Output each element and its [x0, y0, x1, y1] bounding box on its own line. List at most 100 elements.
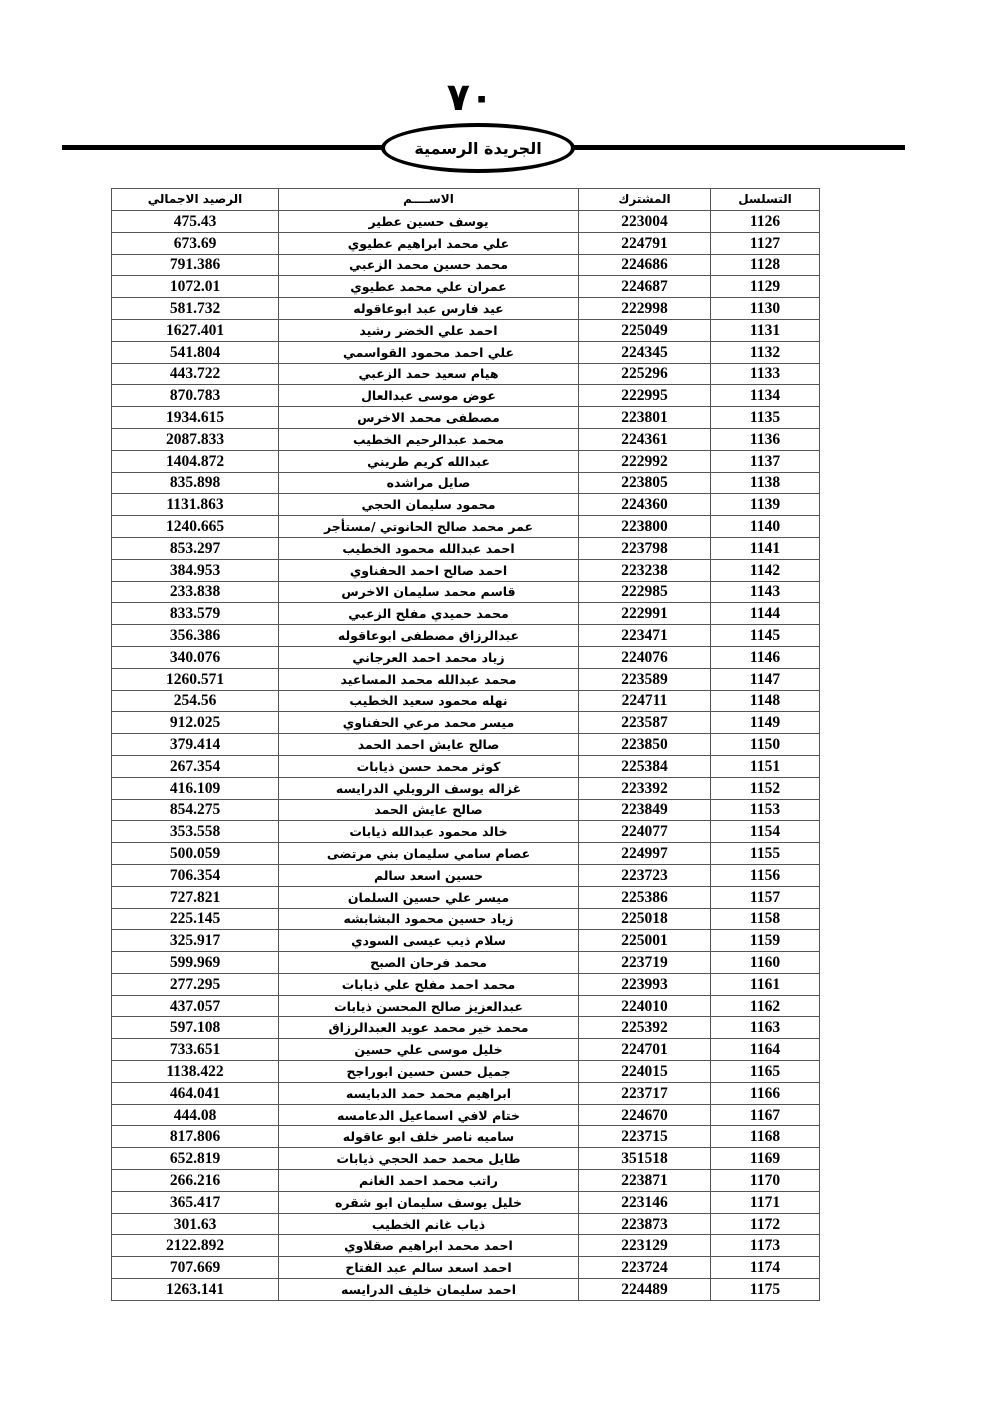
- table-row: 416.109 غزاله يوسف الرويلي الدرايسه 223392…: [111, 776, 820, 800]
- cell-serial: 1165: [710, 1060, 820, 1083]
- table-row: 356.386 عبدالرزاق مصطفى ابوعاقوله 223471 11…: [111, 624, 820, 647]
- cell-balance: 599.969: [111, 951, 279, 974]
- cell-subscriber: 224345: [578, 340, 711, 364]
- cell-balance: 340.076: [111, 645, 279, 669]
- cell-name: مصطفى محمد الاخرس: [278, 406, 579, 429]
- cell-serial: 1132: [710, 340, 820, 364]
- table-row: 599.969 محمد فرحان الصبح 223719 1160: [111, 951, 820, 974]
- cell-balance: 706.354: [111, 863, 279, 887]
- cell-balance: 733.651: [111, 1038, 279, 1062]
- cell-subscriber: 223715: [578, 1125, 711, 1149]
- cell-subscriber: 224997: [578, 842, 711, 865]
- cell-serial: 1163: [710, 1016, 820, 1040]
- cell-serial: 1127: [710, 231, 820, 255]
- cell-serial: 1148: [710, 689, 820, 713]
- cell-name: حسين اسعد سالم: [278, 863, 579, 887]
- cell-balance: 1627.401: [111, 318, 279, 342]
- cell-balance: 835.898: [111, 471, 279, 495]
- gazette-title-oval: الجريدة الرسمية: [381, 123, 575, 173]
- cell-subscriber: 222992: [578, 449, 711, 473]
- cell-balance: 791.386: [111, 253, 279, 277]
- cell-subscriber: 224686: [578, 253, 711, 277]
- cell-serial: 1162: [710, 994, 820, 1018]
- cell-subscriber: 224670: [578, 1103, 711, 1127]
- cell-subscriber: 223004: [578, 210, 711, 233]
- cell-serial: 1145: [710, 624, 820, 647]
- cell-serial: 1155: [710, 842, 820, 865]
- table-row: 225.145 زياد حسين محمود البشابشه 225018 115…: [111, 907, 820, 931]
- cell-balance: 912.025: [111, 711, 279, 735]
- cell-subscriber: 224076: [578, 645, 711, 669]
- cell-subscriber: 224489: [578, 1278, 711, 1301]
- cell-balance: 225.145: [111, 907, 279, 931]
- table-row: 301.63 ذياب غانم الخطيب 223873 1172: [111, 1212, 820, 1236]
- cell-serial: 1174: [710, 1256, 820, 1280]
- cell-balance: 254.56: [111, 689, 279, 713]
- cell-balance: 541.804: [111, 340, 279, 364]
- cell-subscriber: 224361: [578, 427, 711, 451]
- cell-serial: 1142: [710, 558, 820, 582]
- cell-name: خالد محمود عبدالله ذيابات: [278, 820, 579, 844]
- cell-subscriber: 225049: [578, 318, 711, 342]
- cell-balance: 1072.01: [111, 275, 279, 299]
- table-row: 1260.571 محمد عبدالله محمد المساعيد 223589…: [111, 667, 820, 691]
- cell-subscriber: 223392: [578, 776, 711, 800]
- cell-balance: 277.295: [111, 972, 279, 996]
- table-row: 1131.863 محمود سليمان الحجي 224360 1139: [111, 493, 820, 517]
- cell-balance: 379.414: [111, 733, 279, 756]
- cell-subscriber: 223146: [578, 1190, 711, 1214]
- cell-subscriber: 223471: [578, 624, 711, 647]
- cell-serial: 1166: [710, 1081, 820, 1105]
- cell-balance: 365.417: [111, 1190, 279, 1214]
- cell-subscriber: 223724: [578, 1256, 711, 1280]
- cell-name: جميل حسن حسين ابوراجح: [278, 1060, 579, 1083]
- table-row: 365.417 خليل يوسف سليمان ابو شقره 223146 11…: [111, 1190, 820, 1214]
- table-row: 379.414 صالح عايش احمد الحمد 223850 1150: [111, 733, 820, 756]
- cell-subscriber: 222985: [578, 580, 711, 604]
- cell-subscriber: 223805: [578, 471, 711, 495]
- table-row: 340.076 زياد محمد احمد العرجاني 224076 1146: [111, 645, 820, 669]
- table-header-row: الرصيد الاجمالي الاســــم المشترك التسلس…: [111, 188, 820, 211]
- cell-subscriber: 225392: [578, 1016, 711, 1040]
- cell-serial: 1164: [710, 1038, 820, 1062]
- cell-name: احمد عبدالله محمود الخطيب: [278, 536, 579, 560]
- cell-subscriber: 224687: [578, 275, 711, 299]
- table-row: 1240.665 عمر محمد صالح الحانوتي /مستأجر 22…: [111, 515, 820, 538]
- table-row: 475.43 يوسف حسين عطير 223004 1126: [111, 210, 820, 233]
- cell-balance: 356.386: [111, 624, 279, 647]
- table-row: 597.108 محمد خير محمد عويد العبدالرزاق 225…: [111, 1016, 820, 1040]
- cell-name: عمر محمد صالح الحانوتي /مستأجر: [278, 515, 579, 538]
- cell-balance: 1240.665: [111, 515, 279, 538]
- cell-balance: 233.838: [111, 580, 279, 604]
- table-row: 835.898 صايل مراشده 223805 1138: [111, 471, 820, 495]
- cell-subscriber: 224010: [578, 994, 711, 1018]
- cell-serial: 1141: [710, 536, 820, 560]
- table-row: 817.806 ساميه ناصر خلف ابو عاقوله 223715 11…: [111, 1125, 820, 1149]
- table-row: 444.08 ختام لافي اسماعيل الدعامسه 224670 11…: [111, 1103, 820, 1127]
- cell-name: هيام سعيد حمد الزعبي: [278, 362, 579, 386]
- table-row: 791.386 محمد حسين محمد الزعبي 224686 1128: [111, 253, 820, 277]
- table-row: 2122.892 احمد محمد ابراهيم صقلاوي 223129 11…: [111, 1234, 820, 1258]
- cell-subscriber: 223719: [578, 951, 711, 974]
- table-row: 652.819 طايل محمد حمد الحجي ذيابات 351518 1…: [111, 1147, 820, 1171]
- cell-name: راتب محمد احمد الغانم: [278, 1169, 579, 1192]
- cell-balance: 597.108: [111, 1016, 279, 1040]
- header-rule-left: [62, 145, 386, 150]
- cell-name: ميسر علي حسين السلمان: [278, 885, 579, 909]
- cell-name: طايل محمد حمد الحجي ذيابات: [278, 1147, 579, 1171]
- cell-balance: 443.722: [111, 362, 279, 386]
- cell-name: علي احمد محمود القواسمي: [278, 340, 579, 364]
- cell-serial: 1129: [710, 275, 820, 299]
- cell-subscriber: 224015: [578, 1060, 711, 1083]
- cell-subscriber: 225018: [578, 907, 711, 931]
- gazette-title: الجريدة الرسمية: [414, 138, 542, 158]
- table-row: 912.025 ميسر محمد مرعي الحفناوي 223587 1149: [111, 711, 820, 735]
- cell-subscriber: 223589: [578, 667, 711, 691]
- cell-balance: 833.579: [111, 602, 279, 626]
- table-row: 1263.141 احمد سليمان خليف الدرايسه 224489 1…: [111, 1278, 820, 1301]
- cell-name: زياد محمد احمد العرجاني: [278, 645, 579, 669]
- cell-balance: 1260.571: [111, 667, 279, 691]
- column-header-subscriber: المشترك: [578, 188, 711, 211]
- cell-balance: 727.821: [111, 885, 279, 909]
- table-row: 277.295 محمد احمد مفلح علي ذيابات 223993 11…: [111, 972, 820, 996]
